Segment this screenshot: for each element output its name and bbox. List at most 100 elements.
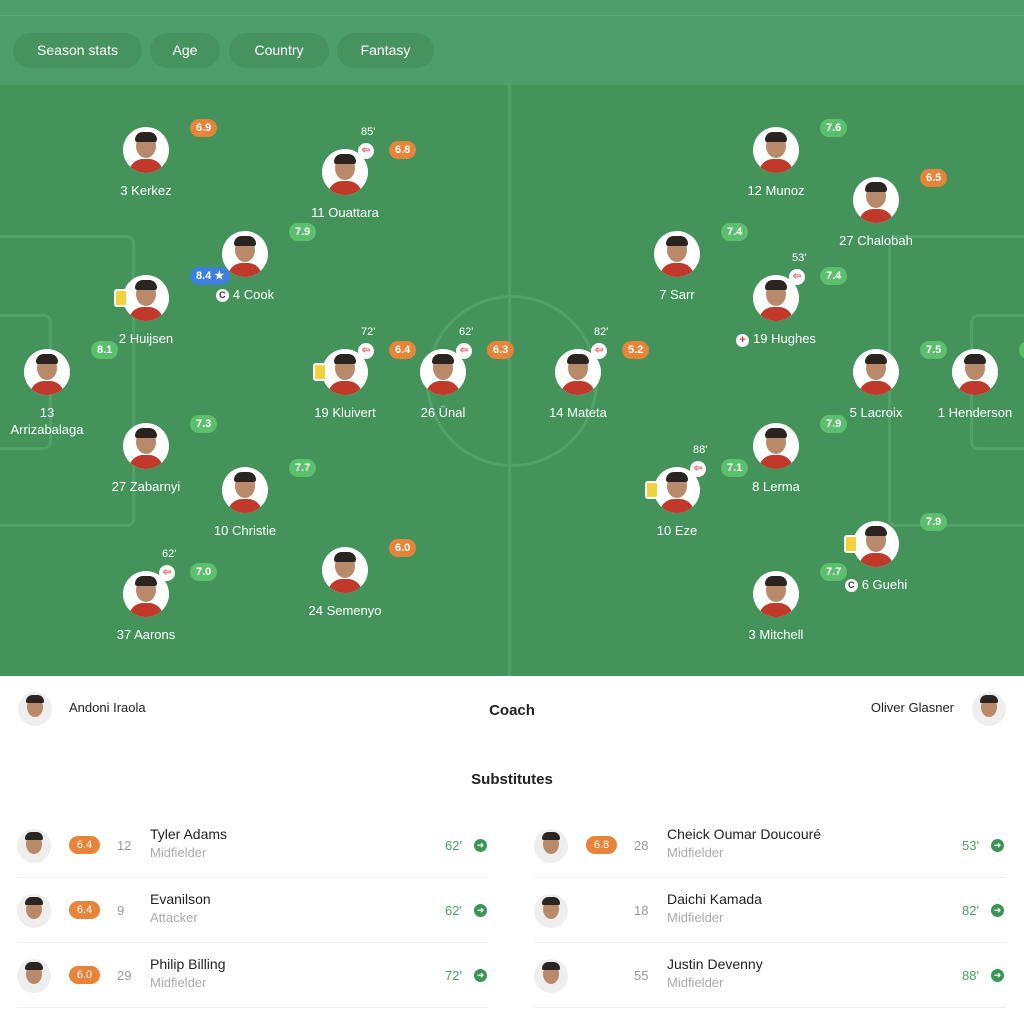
player[interactable]: 7.4 7 Sarr [617,223,749,303]
coach-away[interactable]: Oliver Glasner [870,700,954,715]
player[interactable]: 7.7 3 Mitchell [716,563,848,643]
player-avatar [654,231,700,277]
player[interactable]: 7.4 53' ⇦ +19 Hughes [716,252,848,347]
player[interactable]: 7.7 10 Christie [185,459,317,539]
substitute-row[interactable]: 18 Daichi Kamada Midfielder 82' ➜ [534,878,1006,943]
substitute-row[interactable]: 6.8 28 Cheick Oumar Doucouré Midfielder 5… [534,813,1006,878]
sub-position: Midfielder [150,845,207,860]
player[interactable]: 7.6 1 Henderson [915,341,1024,421]
player-name: 6 Guehi [861,577,908,592]
player[interactable]: 7.6 12 Munoz [716,119,848,199]
player-avatar [123,275,169,321]
player[interactable]: 7.9 C 6 Guehi [816,513,948,593]
sub-position: Midfielder [667,975,724,990]
player[interactable]: 6.3 62' ⇦ 26 Ünal [383,326,515,421]
sub-on-arrow-icon: ➜ [991,839,1004,852]
yellow-card-icon [645,481,659,499]
sub-name: Evanilson [150,891,211,907]
rating-badge: 7.7 [820,563,848,581]
sub-name: Cheick Oumar Doucouré [667,826,822,842]
sub-minute: 62' [445,838,462,853]
player[interactable]: 7.3 27 Zabarnyi [86,415,218,495]
sub-avatar [534,829,568,863]
coach-avatar-away [972,692,1006,726]
player[interactable]: 7.1 88' ⇦ 10 Eze [617,444,749,539]
player-avatar [222,467,268,513]
rating-badge: 8.1 [91,341,119,359]
sub-avatar [534,959,568,993]
sub-on-arrow-icon: ➜ [991,904,1004,917]
filter-age[interactable]: Age [150,33,220,68]
player[interactable]: 7.0 62' ⇦ 37 Aarons [86,548,218,643]
player-avatar [952,349,998,395]
rating-badge: 7.6 [820,119,848,137]
substitute-row[interactable]: 6.0 29 Philip Billing Midfielder 72' ➜ [17,943,489,1008]
substitute-row[interactable]: 6.4 9 Evanilson Attacker 62' ➜ [17,878,489,943]
player-name: 11 Ouattara [311,205,379,220]
sub-off-icon: ⇦ [789,269,805,285]
yellow-card-icon [114,289,128,307]
player-name: 24 Semenyo [308,603,382,618]
player-name: 8 Lerma [752,479,800,494]
player[interactable]: 6.0 24 Semenyo [285,539,417,619]
shirt-number: 29 [117,968,132,983]
sub-off-icon: ⇦ [159,565,175,581]
player[interactable]: 8.1 13 Arrizabalaga [0,341,119,438]
player[interactable]: 6.4 72' ⇦ 19 Kluivert [285,326,417,421]
player[interactable]: 7.9 8 Lerma [716,415,848,495]
player-avatar [420,349,466,395]
rating-badge: 6.8 [586,836,617,854]
player-name: 13 Arrizabalaga [10,405,84,437]
player-avatar [853,521,899,567]
sub-off-icon: ⇦ [358,343,374,359]
sub-off-icon: ⇦ [456,343,472,359]
rating-badge: 6.4 [69,836,100,854]
coach-label: Coach [489,702,535,719]
substitute-row[interactable]: 6.4 12 Tyler Adams Midfielder 62' ➜ [17,813,489,878]
substitute-row[interactable]: 55 Justin Devenny Midfielder 88' ➜ [534,943,1006,1008]
player[interactable]: 6.5 27 Chalobah [816,169,948,249]
sub-avatar [534,894,568,928]
player-avatar [654,467,700,513]
rating-badge: 6.9 [190,119,218,137]
coach-home[interactable]: Andoni Iraola [69,700,146,715]
player-name-row: 1 Henderson [915,404,1024,421]
player-name: 3 Kerkez [120,183,172,198]
player-name-row: 13 Arrizabalaga [2,404,92,438]
player-avatar [853,177,899,223]
player-name: 12 Munoz [747,183,805,198]
player[interactable]: 8.4 ★ 2 Huijsen [86,267,231,347]
filter-fantasy[interactable]: Fantasy [337,33,434,68]
rating-badge: 7.0 [190,563,218,581]
player-name: 27 Chalobah [839,233,913,248]
sub-avatar [17,894,51,928]
player-avatar [753,423,799,469]
rating-badge: 7.6 [1019,341,1024,359]
shirt-number: 9 [117,903,125,918]
substitutes-title: Substitutes [471,771,553,788]
player-name: 4 Cook [232,287,275,302]
filter-country[interactable]: Country [229,33,329,68]
player-name-row: 27 Chalobah [816,232,936,249]
sub-position: Midfielder [667,910,724,925]
player-name-row: 8 Lerma [716,478,836,495]
player[interactable]: 5.2 82' ⇦ 14 Mateta [518,326,650,421]
rating-badge: 6.5 [920,169,948,187]
rating-badge: 6.0 [389,539,417,557]
filter-season-stats[interactable]: Season stats [13,33,142,68]
sub-on-arrow-icon: ➜ [474,969,487,982]
sub-minute: 82' [594,326,609,338]
player-name-row: 2 Huijsen [86,330,206,347]
player-avatar [322,547,368,593]
player-name-row: 3 Mitchell [716,626,836,643]
sub-off-icon: ⇦ [591,343,607,359]
rating-badge: 7.4 [721,223,749,241]
rating-badge: 7.3 [190,415,218,433]
player[interactable]: 6.9 3 Kerkez [86,119,218,199]
player[interactable]: 6.8 85' ⇦ 11 Ouattara [285,126,417,221]
player-name-row: 24 Semenyo [285,602,405,619]
player[interactable]: 7.5 5 Lacroix [816,341,948,421]
player[interactable]: 7.9 C 4 Cook [185,223,317,303]
